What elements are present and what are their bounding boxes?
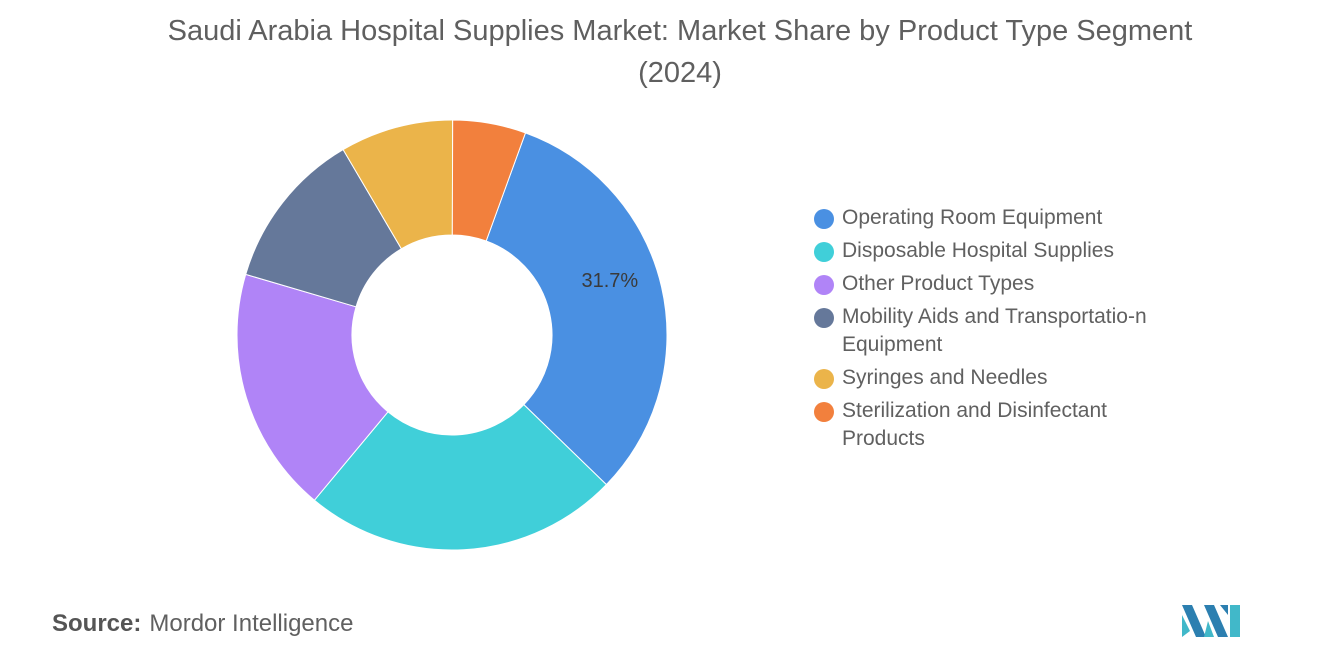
data-label-0: 31.7%	[581, 270, 638, 292]
legend-swatch	[814, 308, 834, 328]
legend-item-3: Mobility Aids and Transportatio-n Equipm…	[812, 303, 1172, 359]
legend-swatch	[814, 275, 834, 295]
slice-0	[485, 132, 668, 486]
mordor-logo-icon	[1182, 605, 1240, 637]
legend-item-2: Other Product Types	[812, 270, 1172, 298]
legend-label: Other Product Types	[842, 272, 1035, 295]
source-line: Source: Mordor Intelligence	[52, 610, 353, 638]
legend-swatch	[814, 402, 834, 422]
chart-title: Saudi Arabia Hospital Supplies Market: M…	[167, 15, 1193, 89]
legend-label: Operating Room Equipment	[842, 206, 1103, 229]
legend-item-1: Disposable Hospital Supplies	[812, 237, 1172, 265]
legend-label: Disposable Hospital Supplies	[842, 239, 1114, 262]
donut-chart: 31.7%	[236, 119, 668, 551]
slice-2	[236, 273, 389, 501]
legend-swatch	[814, 369, 834, 389]
slice-5	[451, 119, 527, 242]
source-text: Mordor Intelligence	[149, 610, 354, 637]
slice-1	[313, 403, 608, 551]
source-label: Source:	[52, 610, 142, 637]
legend-swatch	[814, 242, 834, 262]
legend-item-0: Operating Room Equipment	[812, 204, 1172, 232]
chart-legend: Operating Room Equipment Disposable Hospi…	[812, 204, 1172, 458]
legend-swatch	[814, 209, 834, 229]
legend-item-4: Syringes and Needles	[812, 364, 1172, 392]
legend-label: Mobility Aids and Transportatio-n Equipm…	[842, 305, 1147, 356]
legend-label: Syringes and Needles	[842, 366, 1048, 389]
legend-item-5: Sterilization and Disinfectant Products	[812, 397, 1172, 453]
legend-label: Sterilization and Disinfectant Products	[842, 399, 1107, 450]
